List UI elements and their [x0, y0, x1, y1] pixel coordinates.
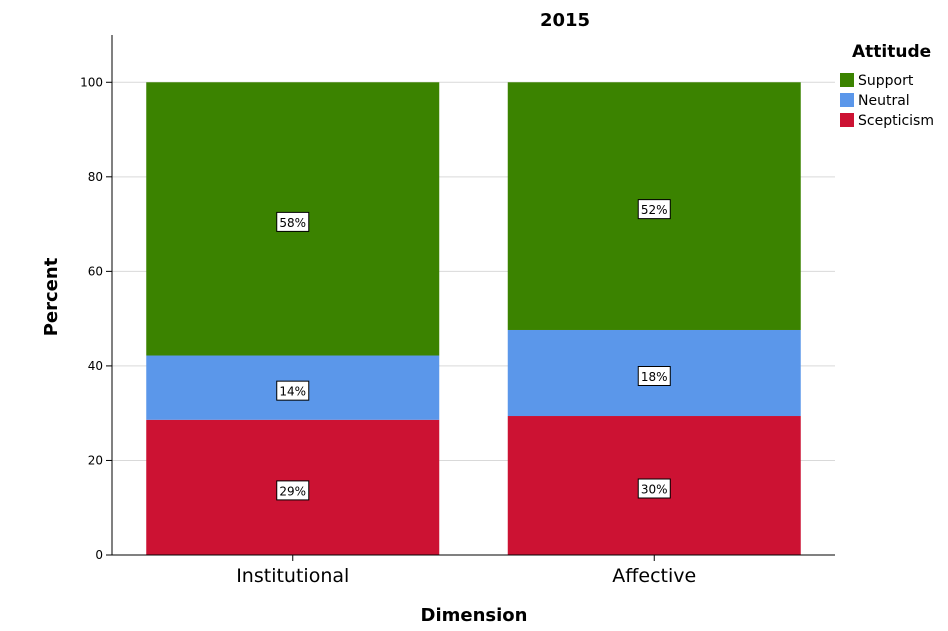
- legend: Attitude Support Neutral Scepticism: [840, 42, 934, 129]
- data-label-box: [276, 380, 310, 401]
- legend-label: Neutral: [858, 93, 910, 109]
- y-tick-label: 20: [88, 453, 103, 467]
- chart-title: 2015: [540, 10, 590, 31]
- x-tick-label: Institutional: [236, 565, 349, 587]
- data-label: 18%: [641, 370, 668, 384]
- data-label-box: [276, 480, 310, 501]
- y-tick-label: 0: [95, 548, 103, 562]
- legend-swatch: [840, 73, 854, 87]
- axis-layer: 0 20 40 60 80 100 Institutional Affective: [80, 35, 835, 587]
- bar-layer: [146, 82, 801, 555]
- data-label-box: [276, 211, 310, 232]
- data-label-layer: 29% 14% 58% 30% 18% 52%: [276, 199, 671, 501]
- y-tick-label: 80: [88, 170, 103, 184]
- x-tick-label: Affective: [612, 565, 696, 587]
- data-label-box: [637, 366, 671, 386]
- data-label-box: [637, 478, 671, 499]
- data-label: 14%: [279, 385, 306, 399]
- y-tick-label: 100: [80, 75, 103, 89]
- data-label: 58%: [279, 216, 306, 230]
- y-tick-label: 40: [88, 359, 103, 373]
- data-label: 29%: [279, 484, 306, 498]
- legend-label: Scepticism: [858, 113, 934, 129]
- legend-swatch: [840, 93, 854, 107]
- data-label: 52%: [641, 203, 668, 217]
- y-axis-title: Percent: [41, 257, 62, 336]
- data-label: 30%: [641, 483, 668, 497]
- y-tick-label: 60: [88, 264, 103, 278]
- data-label-box: [637, 199, 671, 220]
- legend-swatch: [840, 113, 854, 127]
- x-axis-title: Dimension: [421, 605, 528, 626]
- legend-label: Support: [858, 73, 914, 89]
- legend-title: Attitude: [852, 42, 931, 62]
